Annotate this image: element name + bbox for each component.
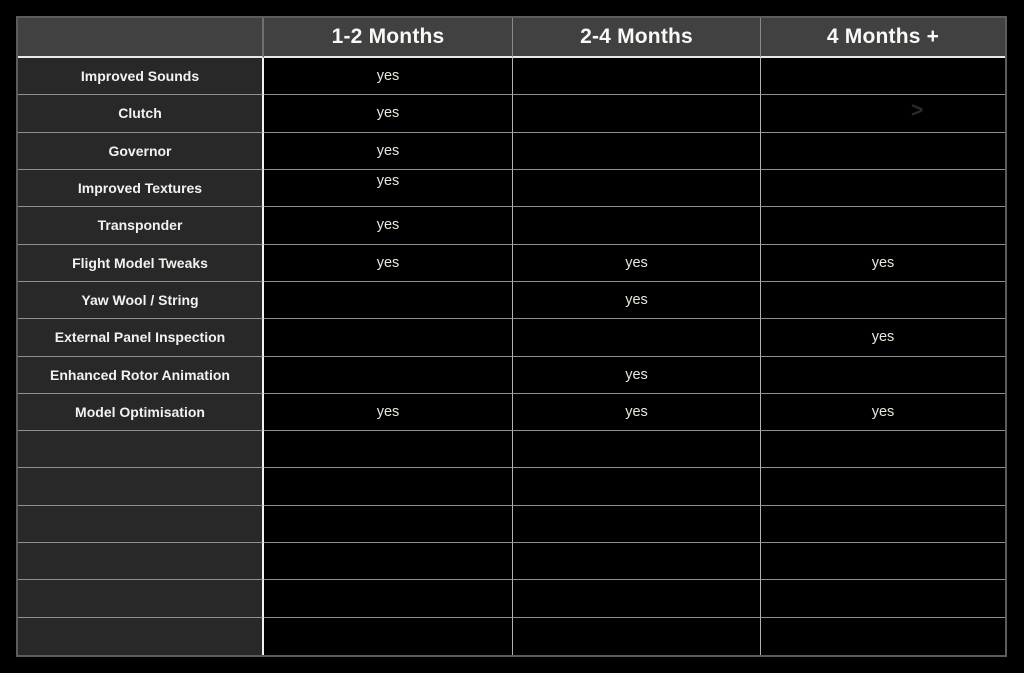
table-cell: yes: [264, 207, 512, 245]
table-cell: yes: [760, 393, 1005, 432]
table-cell: [512, 431, 760, 469]
row-label: Improved Sounds: [18, 58, 264, 96]
row-label: Enhanced Rotor Animation: [18, 356, 264, 394]
row-label: Improved Textures: [18, 169, 264, 208]
row-label: External Panel Inspection: [18, 319, 264, 357]
table-cell: [760, 281, 1005, 320]
table-cell: [264, 319, 512, 357]
table-cell: [264, 617, 512, 655]
row-label: Yaw Wool / String: [18, 281, 264, 320]
table-cell: yes: [264, 132, 512, 170]
table-cell: [760, 617, 1005, 655]
row-label: [18, 543, 264, 581]
column-header: 4 Months +: [760, 18, 1005, 58]
table-cell: [512, 543, 760, 581]
table-cell: [760, 505, 1005, 544]
table-cell: [512, 58, 760, 96]
table-cell: yes: [512, 244, 760, 282]
table-cell: yes: [512, 281, 760, 320]
table-cell: >: [760, 95, 1005, 133]
table-cell: [264, 431, 512, 469]
table-cell: yes: [264, 244, 512, 282]
chevron-right-icon: >: [911, 99, 924, 123]
table-cell: [512, 617, 760, 655]
table-cell: [512, 580, 760, 618]
row-label: [18, 468, 264, 506]
feature-roadmap-table: 1-2 Months 2-4 Months 4 Months + Improved S…: [16, 16, 1007, 657]
row-label: [18, 617, 264, 655]
table-cell: yes: [512, 393, 760, 432]
row-label: [18, 431, 264, 469]
row-label: Model Optimisation: [18, 393, 264, 432]
column-header: 2-4 Months: [512, 18, 760, 58]
table-cell: [760, 543, 1005, 581]
table-cell: [760, 431, 1005, 469]
row-label: Governor: [18, 132, 264, 170]
table-cell: [512, 207, 760, 245]
table-cell: [760, 58, 1005, 96]
table-cell: yes: [264, 58, 512, 96]
row-label: Flight Model Tweaks: [18, 244, 264, 282]
table-cell: [760, 169, 1005, 208]
table-cell: yes: [264, 393, 512, 432]
table-cell: yes: [512, 356, 760, 394]
row-label: Clutch: [18, 95, 264, 133]
table-cell: [512, 132, 760, 170]
table-cell: [264, 543, 512, 581]
row-label: [18, 580, 264, 618]
table-cell: [760, 132, 1005, 170]
row-label: Transponder: [18, 207, 264, 245]
table-cell: [760, 356, 1005, 394]
corner-header-cell: [18, 18, 264, 58]
table-cell: [264, 468, 512, 506]
table-cell: [512, 319, 760, 357]
table-cell: [760, 580, 1005, 618]
table-cell: [512, 169, 760, 208]
table-cell: [264, 356, 512, 394]
table-cell: [512, 468, 760, 506]
table-cell: [760, 468, 1005, 506]
column-header: 1-2 Months: [264, 18, 512, 58]
table-cell: [512, 505, 760, 544]
table-cell: yes: [264, 169, 512, 208]
table-cell: [760, 207, 1005, 245]
table-cell: [264, 281, 512, 320]
table-cell: yes: [264, 95, 512, 133]
table-cell: yes: [760, 319, 1005, 357]
table-cell: [512, 95, 760, 133]
table-cell: [264, 580, 512, 618]
row-label: [18, 505, 264, 544]
table-cell: [264, 505, 512, 544]
table-cell: yes: [760, 244, 1005, 282]
